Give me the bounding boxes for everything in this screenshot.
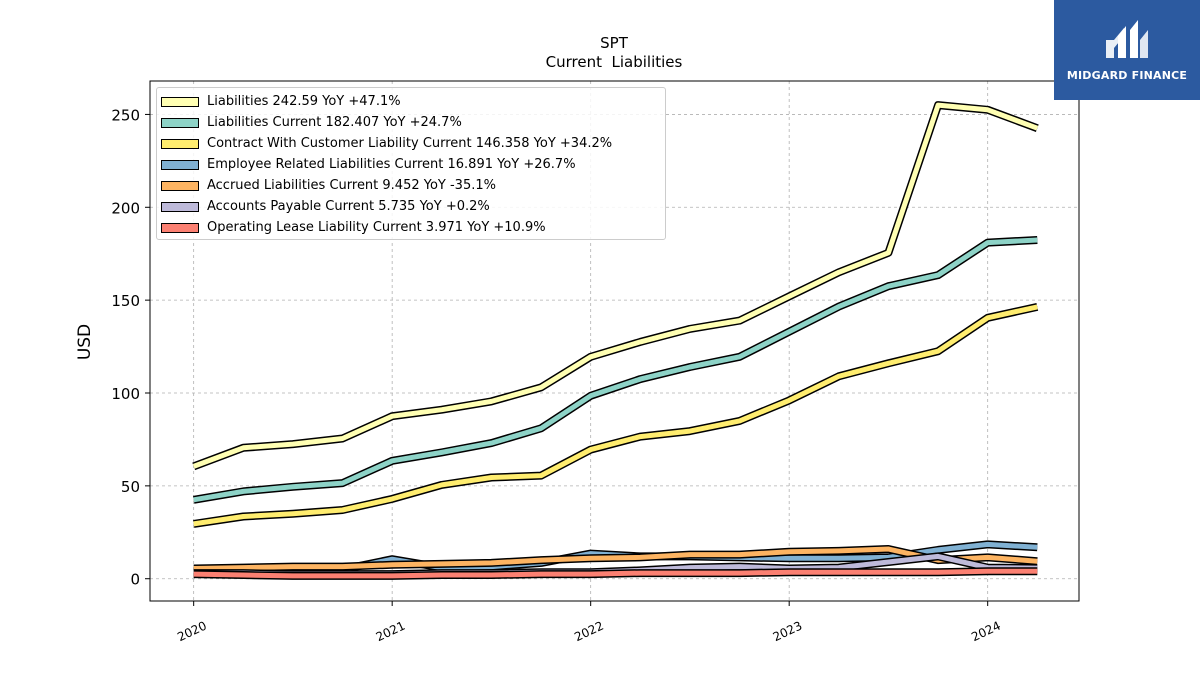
chart-subtitle: Current Liabilities <box>546 53 683 71</box>
x-tick-label: 2021 <box>374 619 408 645</box>
series-line <box>193 304 1038 527</box>
x-axis-ticks: 2020 2021 2022 2023 2024 <box>175 601 1003 644</box>
y-tick-label: 0 <box>130 571 140 589</box>
legend-label: Accounts Payable Current 5.735 YoY +0.2% <box>207 199 490 214</box>
series-contract-with-customer-liability-current <box>193 302 1039 528</box>
legend-swatch <box>161 117 199 128</box>
legend-label: Employee Related Liabilities Current 16.… <box>207 157 576 172</box>
x-tick-label: 2024 <box>969 619 1003 645</box>
legend-label: Operating Lease Liability Current 3.971 … <box>207 220 546 235</box>
legend-label: Liabilities Current 182.407 YoY +24.7% <box>207 115 462 130</box>
x-tick-label: 2020 <box>175 619 209 645</box>
series-accrued-liabilities-current <box>193 545 1038 573</box>
legend-swatch <box>161 96 199 107</box>
logo-mark-icon <box>1106 20 1148 58</box>
y-tick-label: 100 <box>111 385 140 403</box>
series-line <box>192 102 1039 469</box>
y-tick-label: 150 <box>111 292 140 310</box>
legend-item: Liabilities 242.59 YoY +47.1% <box>161 91 665 112</box>
legend-item: Liabilities Current 182.407 YoY +24.7% <box>161 112 665 133</box>
legend-swatch <box>161 201 199 212</box>
legend-swatch <box>161 180 199 191</box>
legend-item: Accounts Payable Current 5.735 YoY +0.2% <box>161 196 665 217</box>
brand-logo: MIDGARD FINANCE <box>1054 0 1200 100</box>
legend-label: Contract With Customer Liability Current… <box>207 136 613 151</box>
legend: Liabilities 242.59 YoY +47.1% Liabilities… <box>156 87 666 240</box>
brand-name: MIDGARD FINANCE <box>1066 69 1188 82</box>
series-line <box>193 237 1038 503</box>
y-tick-label: 200 <box>111 199 140 217</box>
chart-title: SPT <box>600 34 629 52</box>
plot-frame <box>149 80 1080 602</box>
legend-item: Operating Lease Liability Current 3.971 … <box>161 217 665 238</box>
legend-label: Liabilities 242.59 YoY +47.1% <box>207 94 401 109</box>
legend-swatch <box>161 138 199 149</box>
series-outline <box>193 302 1039 528</box>
y-tick-label: 250 <box>111 106 140 124</box>
x-tick-label: 2022 <box>572 619 606 645</box>
legend-item: Contract With Customer Liability Current… <box>161 133 665 154</box>
series-line <box>193 568 1038 579</box>
series-liabilities-current <box>193 236 1038 504</box>
legend-swatch <box>161 222 199 233</box>
legend-swatch <box>161 159 199 170</box>
series-line <box>193 546 1038 571</box>
legend-item: Employee Related Liabilities Current 16.… <box>161 154 665 175</box>
legend-item: Accrued Liabilities Current 9.452 YoY -3… <box>161 175 665 196</box>
series-liabilities <box>192 101 1039 471</box>
x-tick-label: 2023 <box>771 619 805 645</box>
series-layer <box>192 101 1039 580</box>
y-tick-label: 50 <box>121 478 140 496</box>
series-operating-lease-liability-current <box>193 567 1038 580</box>
y-axis-label: USD <box>75 324 95 360</box>
legend-label: Accrued Liabilities Current 9.452 YoY -3… <box>207 178 496 193</box>
y-axis-ticks: 0 50 100 150 200 250 <box>111 106 150 589</box>
